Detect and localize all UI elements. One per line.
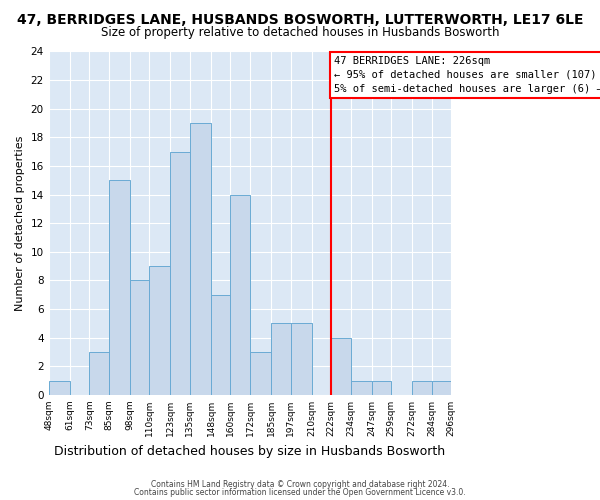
Bar xyxy=(372,380,391,395)
Bar xyxy=(109,180,130,395)
Bar xyxy=(412,380,432,395)
Bar xyxy=(271,324,290,395)
Bar xyxy=(250,352,271,395)
Y-axis label: Number of detached properties: Number of detached properties xyxy=(15,136,25,311)
Text: Size of property relative to detached houses in Husbands Bosworth: Size of property relative to detached ho… xyxy=(101,26,499,39)
Bar xyxy=(331,338,350,395)
Bar xyxy=(432,380,451,395)
Bar xyxy=(290,324,311,395)
X-axis label: Distribution of detached houses by size in Husbands Bosworth: Distribution of detached houses by size … xyxy=(55,444,446,458)
Text: Contains HM Land Registry data © Crown copyright and database right 2024.: Contains HM Land Registry data © Crown c… xyxy=(151,480,449,489)
Bar xyxy=(170,152,190,395)
Bar xyxy=(149,266,170,395)
Bar xyxy=(190,123,211,395)
Bar xyxy=(211,295,230,395)
Bar xyxy=(49,380,70,395)
Text: 47 BERRIDGES LANE: 226sqm
← 95% of detached houses are smaller (107)
5% of semi-: 47 BERRIDGES LANE: 226sqm ← 95% of detac… xyxy=(334,56,600,94)
Bar xyxy=(230,194,250,395)
Text: Contains public sector information licensed under the Open Government Licence v3: Contains public sector information licen… xyxy=(134,488,466,497)
Bar xyxy=(89,352,109,395)
Bar xyxy=(130,280,149,395)
Text: 47, BERRIDGES LANE, HUSBANDS BOSWORTH, LUTTERWORTH, LE17 6LE: 47, BERRIDGES LANE, HUSBANDS BOSWORTH, L… xyxy=(17,12,583,26)
Bar xyxy=(350,380,372,395)
